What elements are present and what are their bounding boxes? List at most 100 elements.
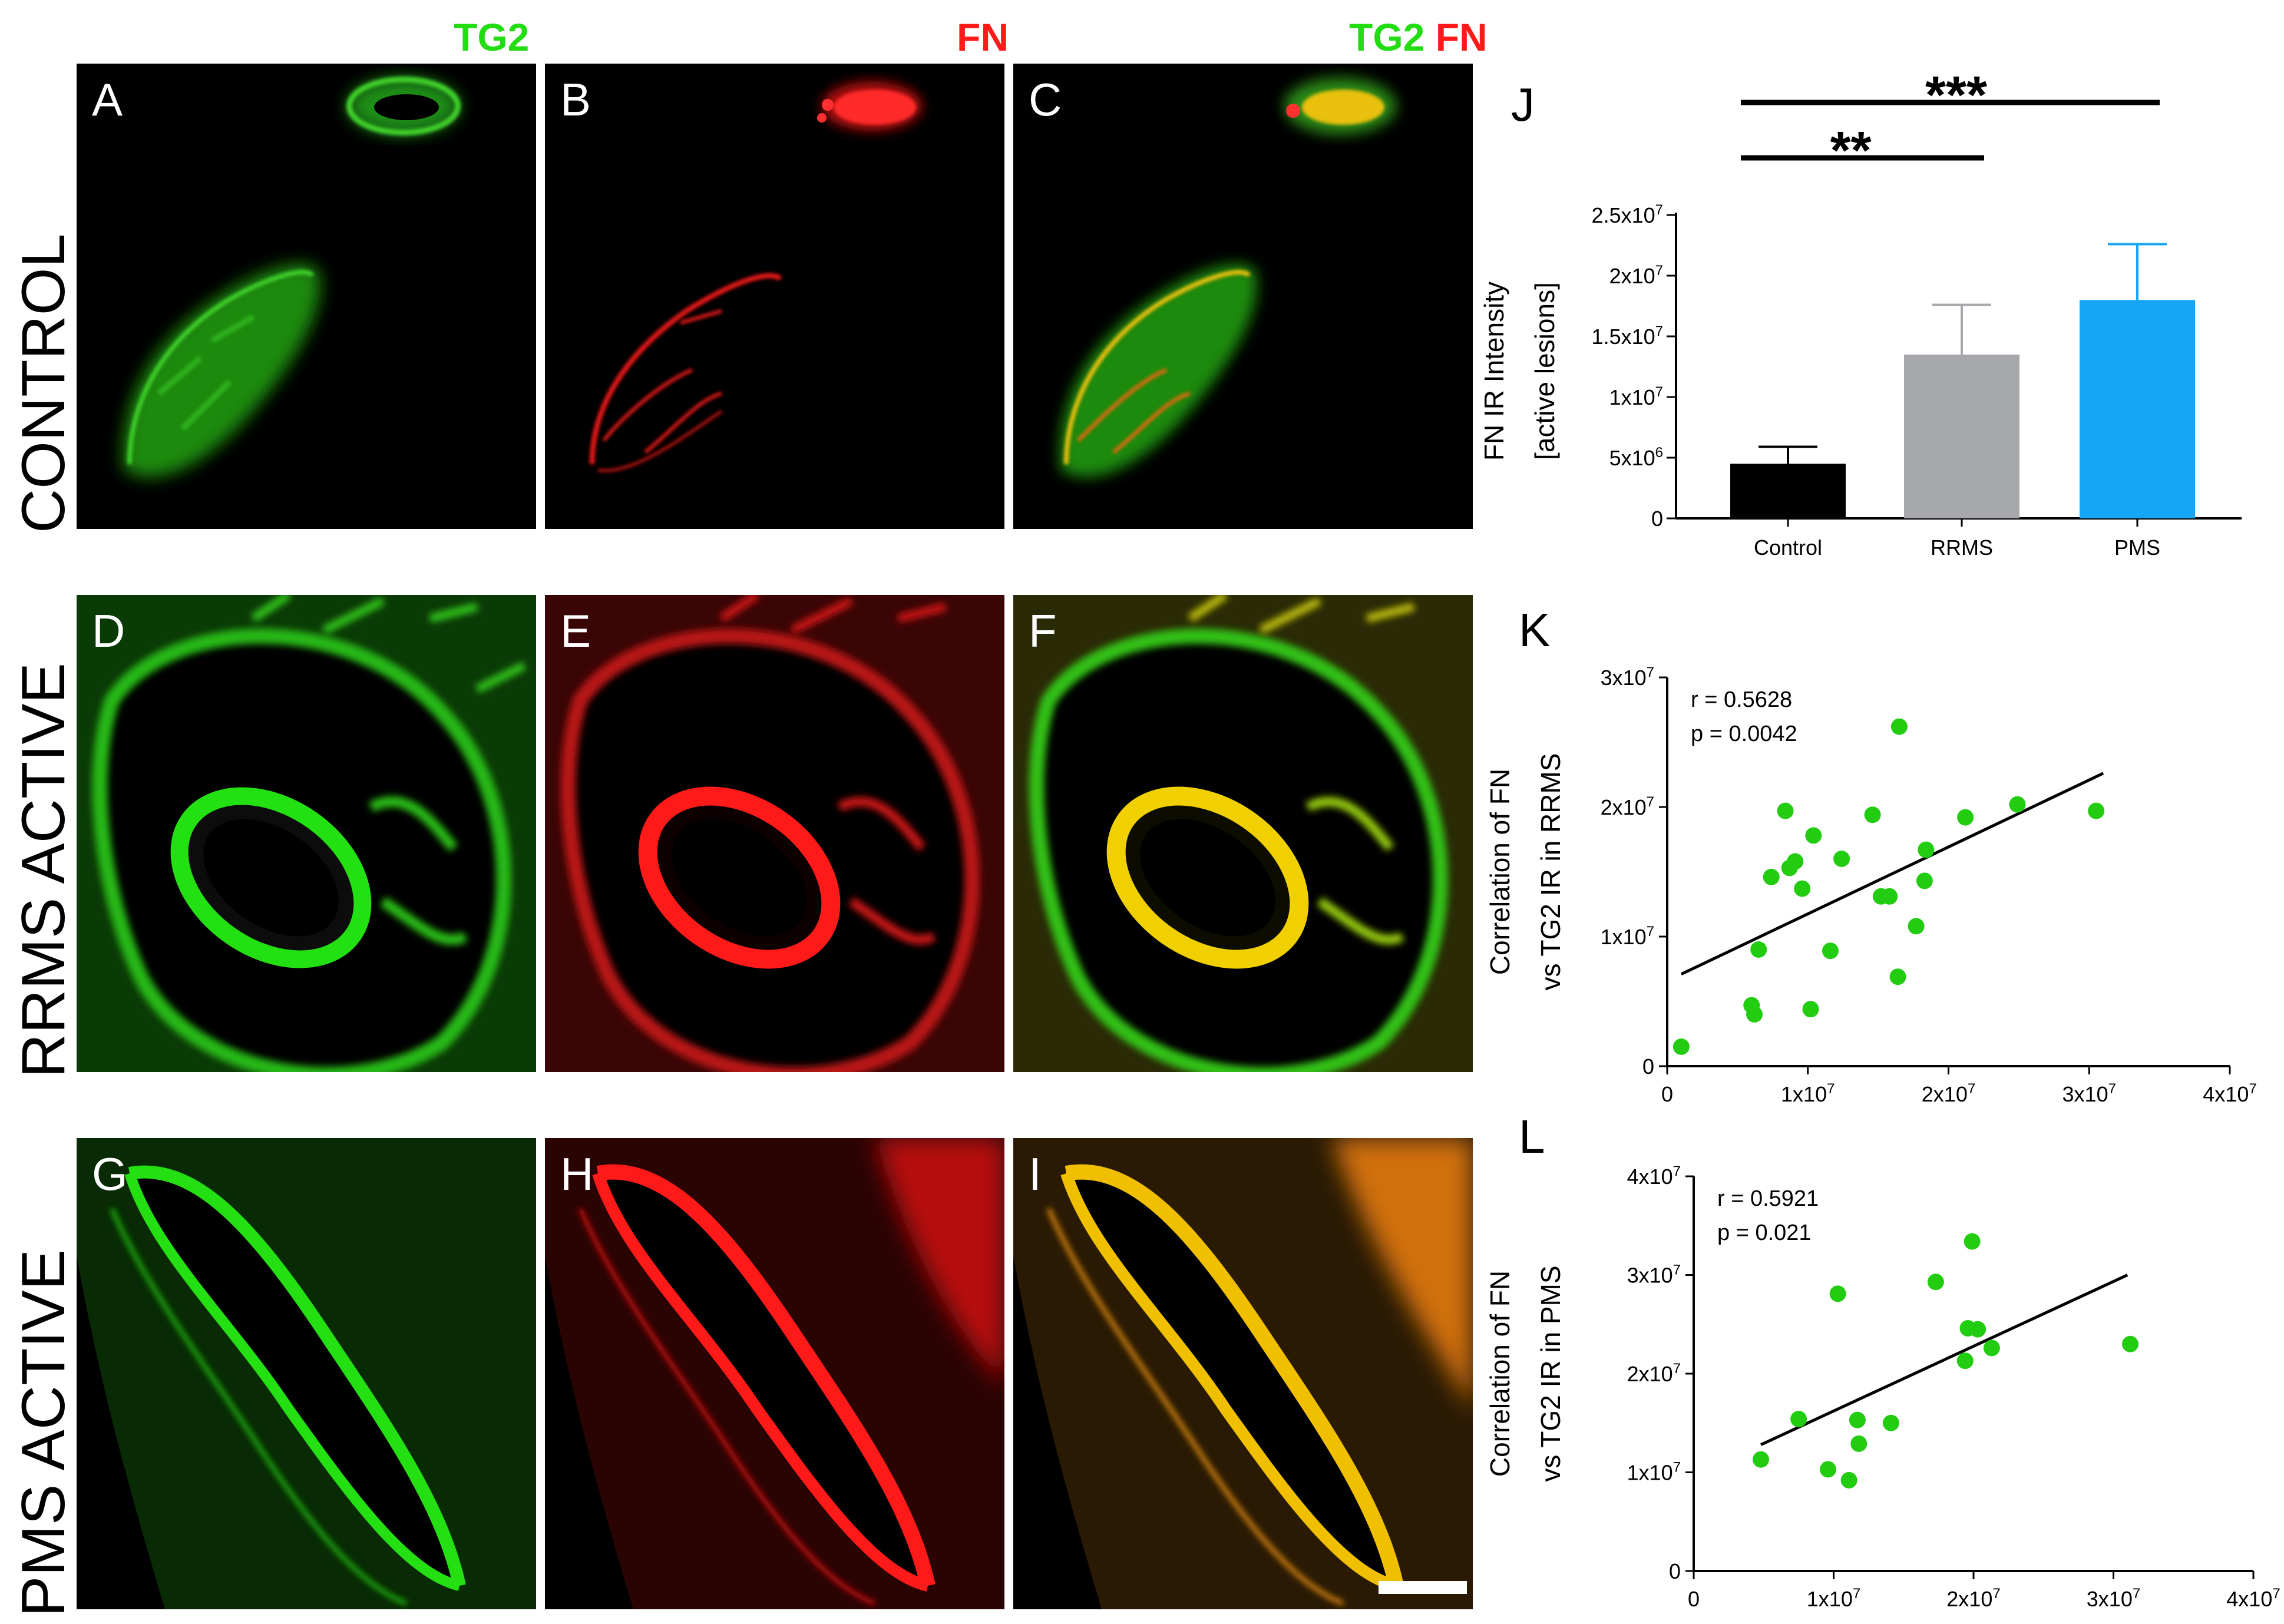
vessel-lower	[123, 264, 320, 477]
panel-label-e: E	[560, 605, 591, 657]
data-point	[1794, 880, 1811, 897]
x-tick-label: 0	[1688, 1587, 1700, 1611]
bar-chart-fn-intensity: 0 5x106 1x107 1.5x107 2x107 2.5x107 Control RRM…	[1479, 66, 2242, 560]
y-axis-label-line1: FN IR Intensity	[1479, 282, 1509, 461]
vessel-upper	[1284, 78, 1396, 134]
data-point	[2009, 796, 2026, 813]
correlation-r: r = 0.5628	[1691, 687, 1792, 712]
data-point	[1822, 942, 1839, 960]
data-point	[2088, 802, 2105, 819]
y-tick-label: 3x107	[1627, 1262, 1681, 1288]
data-point	[1890, 718, 1908, 735]
vessel	[110, 1165, 466, 1606]
y-axis-label-line1: Correlation of FN	[1485, 1271, 1515, 1477]
data-point	[1864, 806, 1881, 823]
data-point	[2122, 1335, 2138, 1352]
micrograph-rrms-merge	[1029, 595, 1448, 1072]
data-point	[1820, 1461, 1836, 1478]
header-merge: TG2 FN	[1349, 18, 1488, 57]
correlation-r: r = 0.5921	[1717, 1186, 1819, 1211]
data-point	[1787, 853, 1804, 870]
panel-d: D	[77, 595, 536, 1072]
x-tick-label: 2x107	[1946, 1586, 2000, 1611]
row-label-control: CONTROL	[9, 233, 78, 533]
y-tick-label: 1x107	[1627, 1460, 1681, 1485]
y-tick-label: 3x107	[1601, 664, 1654, 690]
data-point	[1753, 1451, 1769, 1468]
panel-label-h: H	[560, 1148, 594, 1200]
micrograph-rrms-fn	[560, 595, 980, 1072]
data-point	[1956, 1352, 1974, 1370]
chart-label-k: K	[1519, 604, 1551, 656]
panel-a: A	[77, 64, 536, 529]
vessel	[578, 1164, 936, 1606]
data-point	[1889, 968, 1906, 985]
vessel	[638, 786, 841, 969]
scatter-chart-pms: 0 1x107 2x107 3x107 4x107 0 1x107 2x107 3x107 4x1…	[1485, 1163, 2280, 1611]
panel-label-a: A	[92, 74, 123, 125]
y-tick-label: 0	[1651, 507, 1663, 531]
header-merge-tg2: TG2	[1349, 15, 1425, 59]
panel-f: F	[1013, 595, 1473, 1072]
bar-pms	[2080, 300, 2195, 518]
panel-label-d: D	[92, 605, 125, 657]
x-tick-label: PMS	[2114, 535, 2160, 560]
header-merge-fn: FN	[1435, 15, 1488, 59]
data-point	[1833, 851, 1850, 867]
micrograph-pms-fn	[545, 1138, 1004, 1609]
vessel-upper	[346, 77, 461, 135]
x-tick-label: 1x107	[1807, 1586, 1860, 1611]
data-point	[1777, 802, 1794, 819]
significance-label: **	[1830, 121, 1871, 180]
data-point	[1802, 1001, 1819, 1018]
data-point	[1882, 1414, 1899, 1431]
data-point	[1750, 941, 1767, 958]
header-tg2: TG2	[454, 15, 530, 59]
correlation-p: p = 0.021	[1717, 1221, 1812, 1245]
data-point	[1850, 1435, 1867, 1452]
data-point	[1969, 1321, 1986, 1338]
y-tick-label: 0	[1669, 1559, 1681, 1583]
scale-bar	[1379, 1581, 1467, 1594]
significance-label: ***	[1925, 66, 1987, 125]
panel-label-f: F	[1029, 605, 1057, 657]
x-tick-label: 1x107	[1781, 1081, 1835, 1106]
bar-rrms	[1904, 354, 2019, 518]
data-point	[1829, 1285, 1846, 1302]
vessel	[170, 787, 372, 968]
micrograph-pms-tg2	[77, 1165, 466, 1609]
x-tick-label: 3x107	[2062, 1081, 2116, 1106]
panel-i: I	[1013, 1138, 1473, 1609]
y-axis-label: Correlation of FN vs TG2 IR in RRMS	[1485, 753, 1566, 991]
x-tick-label: 3x107	[2087, 1586, 2140, 1611]
data-point	[1916, 872, 1933, 889]
panel-label-i: I	[1029, 1148, 1042, 1200]
vessel-lower	[589, 273, 782, 472]
vessel	[1106, 786, 1309, 969]
panel-label-b: B	[560, 74, 591, 125]
data-point	[1805, 827, 1822, 844]
micrograph-rrms-tg2	[92, 595, 527, 1072]
data-point	[1964, 1233, 1981, 1250]
y-tick-label: 2x107	[1609, 263, 1663, 288]
panel-b: B	[545, 64, 1004, 529]
y-tick-label: 2x107	[1601, 794, 1654, 819]
regression-line	[1680, 772, 2104, 976]
data-point	[1840, 1471, 1857, 1489]
regression-line	[1760, 1274, 2128, 1446]
x-tick-label: RRMS	[1931, 535, 1993, 560]
row-label-pms: PMS ACTIVE	[9, 1249, 78, 1617]
y-axis-label-line2: [active lesions]	[1529, 282, 1560, 460]
x-tick-label: Control	[1754, 535, 1822, 560]
data-point	[1983, 1339, 2000, 1357]
y-tick-label: 5x106	[1609, 445, 1663, 470]
data-point	[1849, 1411, 1866, 1428]
bar-control	[1730, 464, 1846, 518]
vessel-lower	[1060, 264, 1257, 477]
micrograph-pms-merge	[1013, 1138, 1473, 1609]
y-axis-label-line1: Correlation of FN	[1485, 769, 1515, 975]
data-point	[1918, 841, 1935, 858]
y-tick-label: 2x107	[1627, 1361, 1681, 1386]
panel-h: H	[545, 1138, 1004, 1609]
x-tick-label: 0	[1661, 1082, 1673, 1106]
